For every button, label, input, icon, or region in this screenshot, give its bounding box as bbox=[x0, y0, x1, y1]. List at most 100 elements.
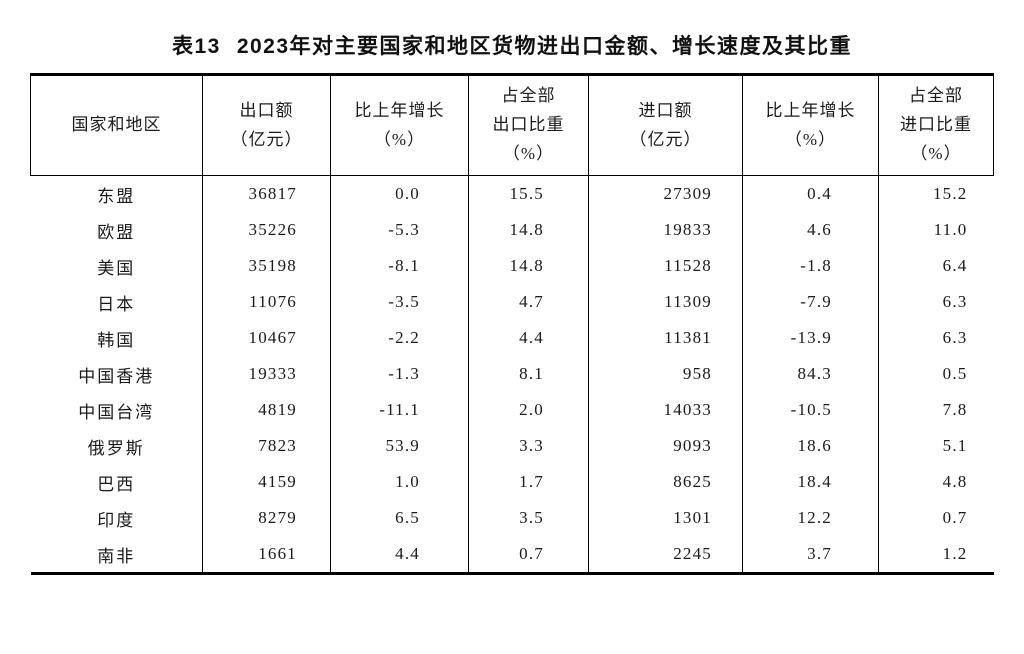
cell-import-value: 8625 bbox=[588, 464, 743, 500]
table-row: 日本 11076 -3.5 4.7 11309 -7.9 6.3 bbox=[30, 284, 994, 320]
cell-export-growth: 53.9 bbox=[330, 428, 469, 464]
cell-region: 中国台湾 bbox=[30, 392, 203, 428]
cell-export-share: 4.4 bbox=[468, 320, 589, 356]
table-row: 南非 1661 4.4 0.7 2245 3.7 1.2 bbox=[30, 536, 994, 574]
cell-import-growth: -7.9 bbox=[742, 284, 879, 320]
table-row: 韩国 10467 -2.2 4.4 11381 -13.9 6.3 bbox=[30, 320, 994, 356]
cell-import-value: 1301 bbox=[588, 500, 743, 536]
cell-region: 巴西 bbox=[30, 464, 203, 500]
cell-import-growth: -13.9 bbox=[742, 320, 879, 356]
cell-import-share: 15.2 bbox=[932, 184, 968, 203]
cell-export-growth: 4.4 bbox=[330, 536, 469, 574]
cell-export-growth: 0.0 bbox=[330, 175, 469, 212]
table-body: 东盟 36817 0.0 15.5 27309 0.4 15.2 欧盟 3522… bbox=[30, 175, 994, 574]
cell-export-growth: -5.3 bbox=[330, 212, 469, 248]
cell-import-value: 9093 bbox=[588, 428, 743, 464]
cell-export-growth: -1.3 bbox=[330, 356, 469, 392]
cell-export-value: 10467 bbox=[202, 320, 331, 356]
cell-import-value: 11381 bbox=[588, 320, 743, 356]
cell-import-share: 0.5 bbox=[942, 364, 968, 383]
cell-export-value: 7823 bbox=[202, 428, 331, 464]
cell-import-share: 6.4 bbox=[942, 256, 968, 275]
cell-import-value: 2245 bbox=[588, 536, 743, 574]
table-title-text: 2023年对主要国家和地区货物进出口金额、增长速度及其比重 bbox=[236, 35, 853, 58]
cell-export-value: 11076 bbox=[202, 284, 331, 320]
table-row: 巴西 4159 1.0 1.7 8625 18.4 4.8 bbox=[30, 464, 994, 500]
cell-region: 印度 bbox=[30, 500, 203, 536]
col-header-export-share: 占全部 出口比重 （%） bbox=[468, 74, 589, 176]
table-row: 欧盟 35226 -5.3 14.8 19833 4.6 11.0 bbox=[30, 212, 994, 248]
cell-export-share: 3.5 bbox=[468, 500, 589, 536]
col-header-region: 国家和地区 bbox=[30, 74, 203, 176]
cell-export-value: 19333 bbox=[202, 356, 331, 392]
cell-export-growth: -3.5 bbox=[330, 284, 469, 320]
cell-export-share: 1.7 bbox=[468, 464, 589, 500]
col-header-import-growth: 比上年增长 （%） bbox=[742, 74, 879, 176]
table-header: 国家和地区 出口额 （亿元） 比上年增长 （%） 占全部 出口比重 （%） 进口… bbox=[30, 74, 994, 176]
cell-export-share: 14.8 bbox=[468, 212, 589, 248]
table-number: 表13 bbox=[171, 35, 221, 58]
cell-import-share: 11.0 bbox=[933, 220, 968, 239]
cell-export-share: 0.7 bbox=[468, 536, 589, 574]
cell-import-growth: 0.4 bbox=[742, 175, 879, 212]
col-header-export-value: 出口额 （亿元） bbox=[202, 74, 331, 176]
cell-export-growth: 6.5 bbox=[330, 500, 469, 536]
col-header-import-value: 进口额 （亿元） bbox=[588, 74, 743, 176]
cell-import-value: 11309 bbox=[588, 284, 743, 320]
table-row: 俄罗斯 7823 53.9 3.3 9093 18.6 5.1 bbox=[30, 428, 994, 464]
cell-import-value: 958 bbox=[588, 356, 743, 392]
cell-import-value: 11528 bbox=[588, 248, 743, 284]
cell-region: 日本 bbox=[30, 284, 203, 320]
cell-export-share: 8.1 bbox=[468, 356, 589, 392]
table-row: 印度 8279 6.5 3.5 1301 12.2 0.7 bbox=[30, 500, 994, 536]
cell-export-share: 15.5 bbox=[468, 175, 589, 212]
cell-import-share: 4.8 bbox=[942, 472, 968, 491]
cell-import-growth: 4.6 bbox=[742, 212, 879, 248]
cell-export-value: 1661 bbox=[202, 536, 331, 574]
cell-export-value: 35226 bbox=[202, 212, 331, 248]
cell-export-share: 14.8 bbox=[468, 248, 589, 284]
table-row: 中国香港 19333 -1.3 8.1 958 84.3 0.5 bbox=[30, 356, 994, 392]
cell-region: 南非 bbox=[30, 536, 203, 574]
cell-import-growth: -1.8 bbox=[742, 248, 879, 284]
cell-region: 欧盟 bbox=[30, 212, 203, 248]
cell-export-value: 35198 bbox=[202, 248, 331, 284]
cell-region: 俄罗斯 bbox=[30, 428, 203, 464]
cell-import-share: 6.3 bbox=[942, 292, 968, 311]
table-row: 东盟 36817 0.0 15.5 27309 0.4 15.2 bbox=[30, 175, 994, 212]
cell-import-growth: 18.4 bbox=[742, 464, 879, 500]
cell-region: 中国香港 bbox=[30, 356, 203, 392]
cell-export-value: 4159 bbox=[202, 464, 331, 500]
cell-import-value: 14033 bbox=[588, 392, 743, 428]
cell-import-growth: 3.7 bbox=[742, 536, 879, 574]
cell-import-value: 27309 bbox=[588, 175, 743, 212]
cell-import-share: 0.7 bbox=[942, 508, 968, 527]
cell-import-share: 5.1 bbox=[942, 436, 968, 455]
cell-region: 美国 bbox=[30, 248, 203, 284]
trade-table: 国家和地区 出口额 （亿元） 比上年增长 （%） 占全部 出口比重 （%） 进口… bbox=[30, 73, 994, 575]
cell-export-growth: 1.0 bbox=[330, 464, 469, 500]
cell-export-share: 2.0 bbox=[468, 392, 589, 428]
cell-import-share: 1.2 bbox=[942, 544, 968, 563]
header-row: 国家和地区 出口额 （亿元） 比上年增长 （%） 占全部 出口比重 （%） 进口… bbox=[30, 74, 994, 176]
cell-import-share: 6.3 bbox=[942, 328, 968, 347]
cell-export-value: 4819 bbox=[202, 392, 331, 428]
cell-import-growth: 18.6 bbox=[742, 428, 879, 464]
cell-import-growth: 12.2 bbox=[742, 500, 879, 536]
table-row: 中国台湾 4819 -11.1 2.0 14033 -10.5 7.8 bbox=[30, 392, 994, 428]
col-header-export-growth: 比上年增长 （%） bbox=[330, 74, 469, 176]
col-header-import-share: 占全部 进口比重 （%） bbox=[878, 74, 994, 176]
cell-export-share: 3.3 bbox=[468, 428, 589, 464]
cell-import-growth: 84.3 bbox=[742, 356, 879, 392]
cell-export-share: 4.7 bbox=[468, 284, 589, 320]
cell-export-growth: -11.1 bbox=[330, 392, 469, 428]
cell-import-share: 7.8 bbox=[942, 400, 968, 419]
cell-export-growth: -8.1 bbox=[330, 248, 469, 284]
cell-import-growth: -10.5 bbox=[742, 392, 879, 428]
table-row: 美国 35198 -8.1 14.8 11528 -1.8 6.4 bbox=[30, 248, 994, 284]
cell-region: 韩国 bbox=[30, 320, 203, 356]
cell-export-growth: -2.2 bbox=[330, 320, 469, 356]
document-page: 表13 2023年对主要国家和地区货物进出口金额、增长速度及其比重 国家和地区 出… bbox=[0, 30, 1024, 654]
cell-export-value: 8279 bbox=[202, 500, 331, 536]
cell-import-value: 19833 bbox=[588, 212, 743, 248]
